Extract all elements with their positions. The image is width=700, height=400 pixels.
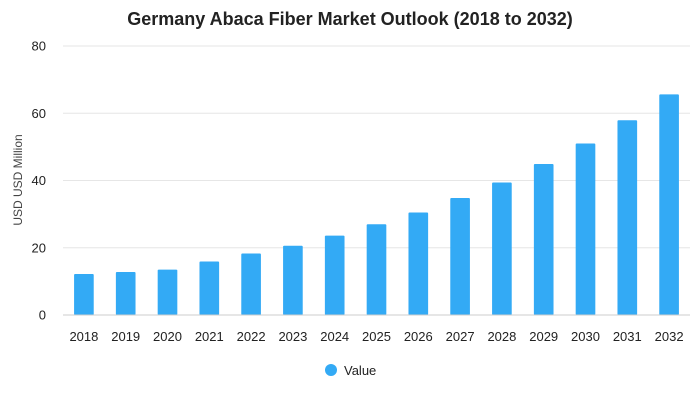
y-tick-label: 60 (32, 106, 46, 121)
bar-2021[interactable] (199, 261, 220, 315)
legend-marker (325, 364, 337, 376)
legend-label: Value (344, 363, 376, 378)
bar-2030[interactable] (575, 143, 596, 315)
chart-title: Germany Abaca Fiber Market Outlook (2018… (127, 9, 573, 29)
y-axis-ticks: 0 20 40 60 80 (32, 39, 46, 323)
x-tick-label: 2029 (529, 329, 558, 344)
y-tick-label: 80 (32, 39, 46, 54)
bar-2020[interactable] (157, 269, 178, 315)
gridlines (63, 45, 690, 249)
x-tick-label: 2018 (69, 329, 98, 344)
x-tick-label: 2031 (613, 329, 642, 344)
y-tick-label: 0 (39, 308, 46, 323)
bar-2031[interactable] (617, 120, 638, 315)
y-axis-label: USD USD Million (11, 134, 25, 225)
bar-2022[interactable] (241, 253, 261, 315)
x-tick-label: 2024 (320, 329, 349, 344)
x-tick-label: 2020 (153, 329, 182, 344)
x-tick-label: 2019 (111, 329, 140, 344)
y-tick-label: 40 (32, 173, 46, 188)
bar-2024[interactable] (324, 235, 345, 315)
x-tick-label: 2032 (655, 329, 684, 344)
bar-2027[interactable] (450, 197, 470, 315)
bars (74, 94, 679, 315)
bar-2025[interactable] (366, 224, 387, 315)
x-tick-label: 2027 (446, 329, 475, 344)
x-tick-label: 2026 (404, 329, 433, 344)
bar-2029[interactable] (533, 164, 554, 315)
bar-2018[interactable] (74, 273, 94, 315)
bar-2023[interactable] (283, 245, 303, 315)
x-axis-ticks: 2018 2019 2020 2021 2022 2023 2024 2025 2026 2027… (69, 329, 683, 344)
bar-2028[interactable] (492, 182, 512, 315)
legend[interactable]: Value (325, 363, 376, 378)
x-tick-label: 2021 (195, 329, 224, 344)
bar-2026[interactable] (408, 212, 429, 315)
y-tick-label: 20 (32, 240, 46, 255)
x-tick-label: 2028 (487, 329, 516, 344)
x-tick-label: 2025 (362, 329, 391, 344)
bar-2019[interactable] (115, 271, 136, 315)
bar-2032[interactable] (659, 94, 679, 315)
x-tick-label: 2023 (278, 329, 307, 344)
x-tick-label: 2022 (237, 329, 266, 344)
x-tick-label: 2030 (571, 329, 600, 344)
